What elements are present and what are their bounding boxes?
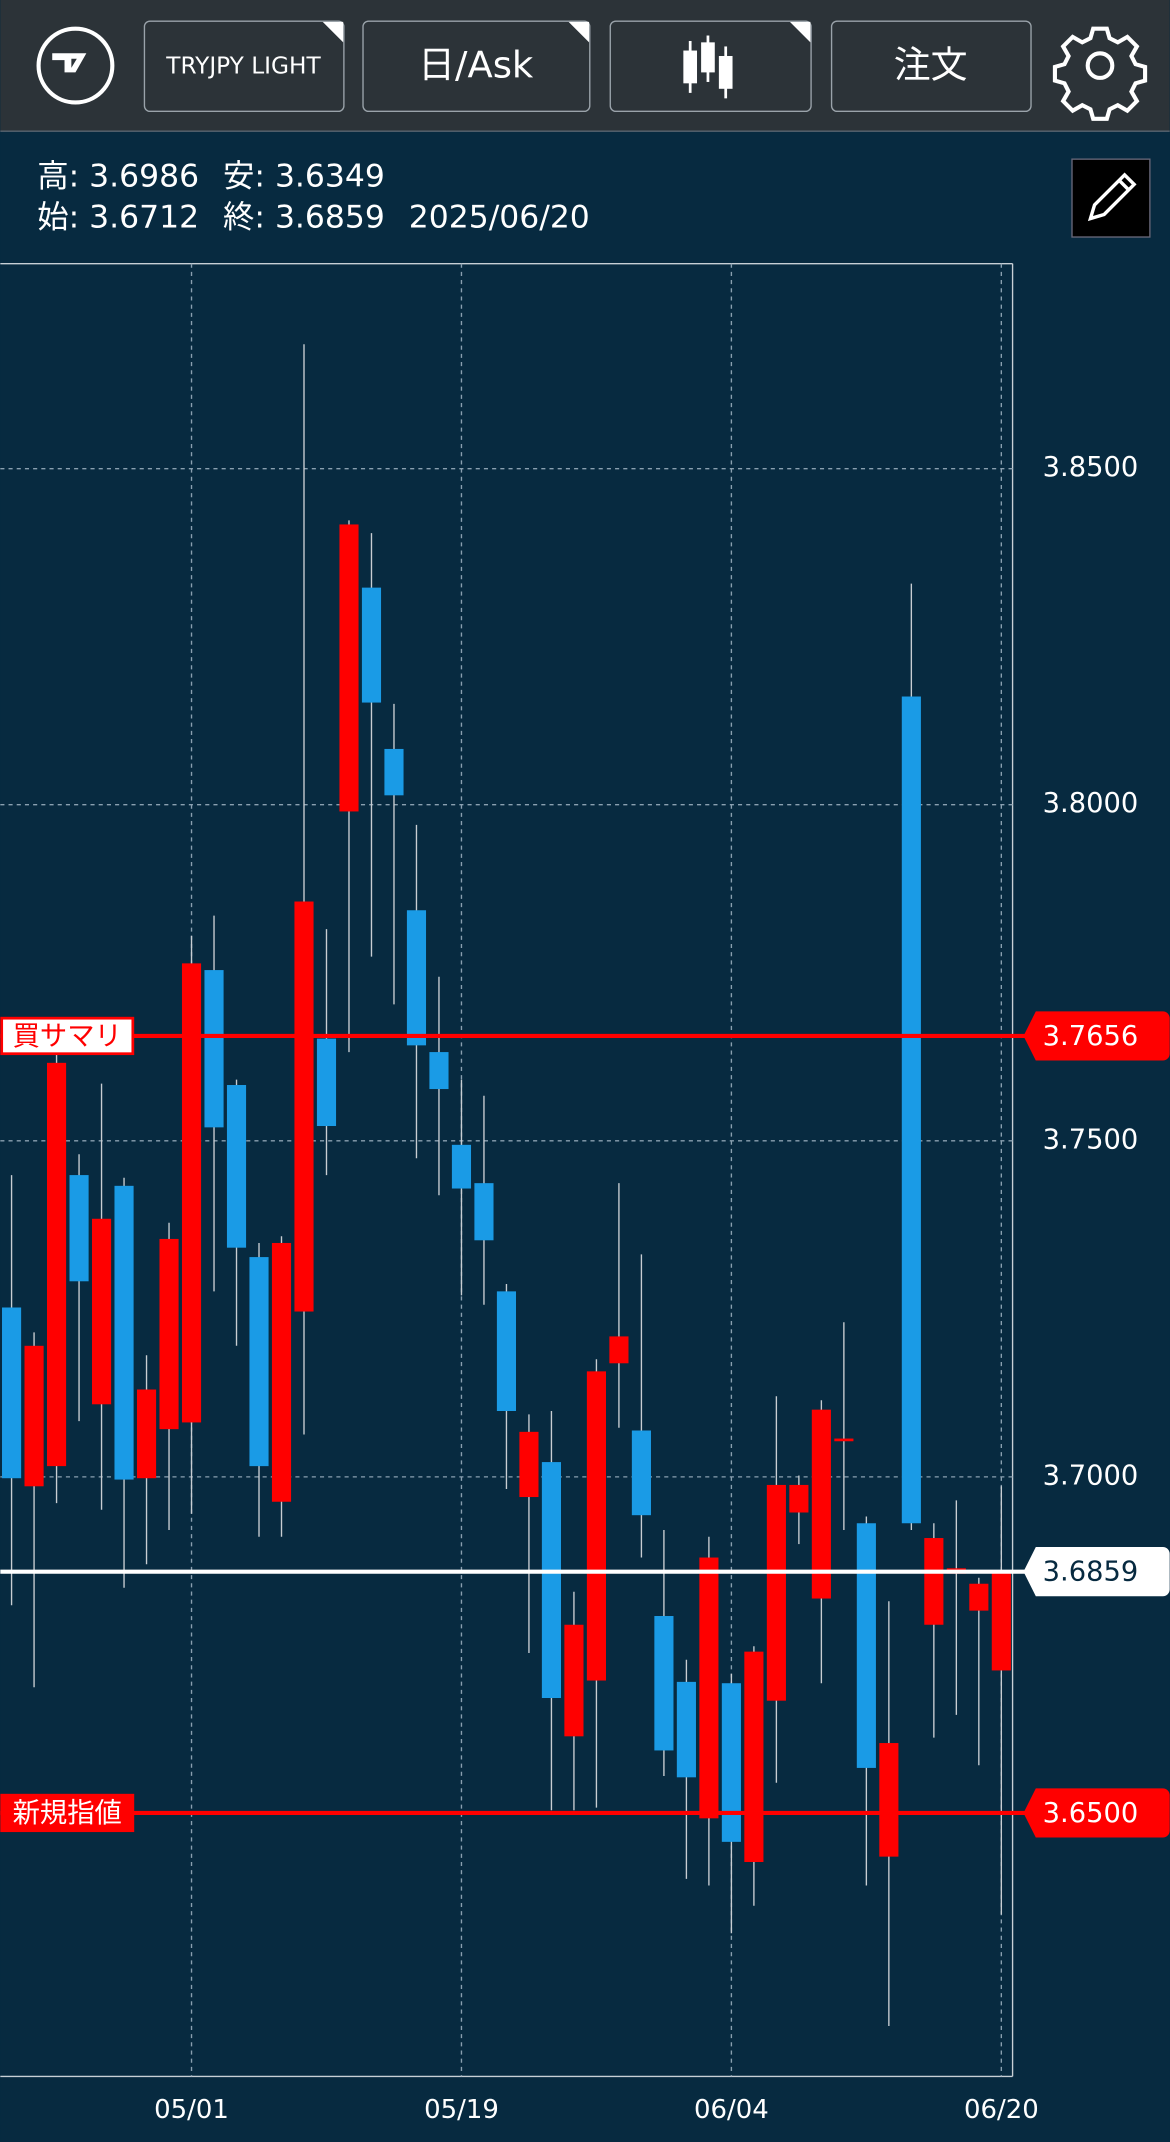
period-label: 日/Ask (418, 43, 534, 86)
order-line-tag: 買サマリ (0, 1016, 135, 1056)
candle-body (339, 524, 359, 812)
candle-body (811, 1409, 831, 1599)
corner-mark (789, 21, 811, 43)
candle-body (856, 1523, 876, 1768)
candle-body (384, 748, 404, 796)
corner-mark (322, 21, 344, 43)
candle-body (114, 1185, 134, 1480)
candle-body (159, 1238, 179, 1430)
logo-ring (36, 26, 115, 105)
button-frame (143, 20, 345, 113)
y-tick-label: 3.8500 (1043, 452, 1139, 483)
candle-body (541, 1462, 562, 1699)
candle-body (271, 1242, 292, 1502)
order-line-tag: 新規指値 (0, 1793, 135, 1833)
candle-body (2, 1307, 22, 1479)
symbol-label: TRYJPY LIGHT (165, 52, 321, 79)
draw-button[interactable] (1071, 158, 1151, 238)
last-price-tag (1023, 1547, 1170, 1597)
candle-body (429, 1052, 449, 1090)
period-button[interactable]: 日/Ask (362, 20, 591, 113)
chart-type-button[interactable] (609, 20, 812, 113)
candle-body (564, 1624, 584, 1737)
candle-body (474, 1183, 494, 1241)
info-high: 高: 3.6986 (37, 159, 199, 195)
tag-box (0, 1016, 135, 1056)
price-tag-label: 3.6500 (1043, 1798, 1139, 1829)
button-frame (362, 20, 591, 113)
draw-frame (1071, 158, 1151, 238)
candle-body (136, 1389, 157, 1479)
candle-body (24, 1345, 44, 1487)
pencil-icon (1087, 172, 1137, 222)
logo[interactable] (36, 26, 115, 105)
candle-body (969, 1583, 989, 1611)
candle-body (654, 1616, 674, 1751)
x-tick-label: 06/20 (964, 2095, 1039, 2125)
candle-body (609, 1336, 629, 1364)
price-tag-label: 3.7656 (1043, 1021, 1139, 1052)
candle-body (879, 1743, 899, 1857)
order-button[interactable]: 注文 (830, 20, 1032, 113)
candle-body (721, 1683, 741, 1842)
symbol-button[interactable]: TRYJPY LIGHT (143, 20, 345, 113)
candle-body (294, 901, 314, 1312)
candle-body (991, 1571, 1011, 1671)
candle-body (69, 1175, 89, 1282)
candle-body (451, 1144, 472, 1189)
candle-body (901, 696, 921, 1524)
candle-body (204, 970, 224, 1128)
candle-body (46, 1062, 67, 1467)
y-tick-label: 3.8000 (1043, 788, 1139, 819)
candle-icon (683, 35, 733, 99)
info-close: 終: 3.6859 (223, 200, 385, 236)
candle-body (586, 1371, 606, 1681)
candle-body (496, 1291, 517, 1412)
candle-body (699, 1557, 719, 1819)
candle-body (766, 1484, 786, 1701)
info-low: 安: 3.6349 (223, 159, 385, 195)
candle-body (316, 1038, 337, 1127)
candle-body (181, 963, 202, 1423)
gear-hole (1085, 51, 1115, 80)
price-tag (1023, 1011, 1170, 1061)
candle-body (361, 587, 382, 703)
logo-mark (52, 53, 87, 73)
candle-body (249, 1257, 269, 1467)
corner-mark (568, 21, 590, 43)
candle-body (91, 1218, 112, 1405)
candle-body (676, 1681, 696, 1778)
x-tick-label: 06/04 (694, 2095, 769, 2125)
x-tick-label: 05/01 (154, 2095, 229, 2125)
info-date: 2025/06/20 (409, 200, 590, 236)
candle-body (406, 910, 427, 1046)
candle-body (744, 1651, 764, 1863)
candle-body (924, 1538, 944, 1625)
y-tick-label: 3.7500 (1043, 1124, 1139, 1155)
button-frame (830, 20, 1032, 113)
info-open: 始: 3.6712 (37, 200, 199, 236)
order-label: 注文 (894, 43, 968, 86)
order-line-name: 買サマリ (13, 1021, 122, 1052)
x-tick-label: 05/19 (424, 2095, 499, 2125)
tag-box (0, 1793, 135, 1833)
plot: 3.8500 3.8000 3.7500 3.7000 05/01 05/19 06/04 0… (0, 262, 1170, 2125)
candle-body (789, 1484, 809, 1513)
candle-body (519, 1431, 539, 1498)
candle-body (834, 1438, 854, 1442)
candle-body (226, 1085, 247, 1248)
order-line-name: 新規指値 (13, 1798, 122, 1829)
settings-button[interactable] (1052, 26, 1148, 121)
price-tag (1023, 1788, 1170, 1838)
candle-body (631, 1430, 651, 1516)
gear (1052, 26, 1148, 121)
last-price-label: 3.6859 (1043, 1557, 1139, 1588)
y-tick-label: 3.7000 (1043, 1460, 1139, 1491)
